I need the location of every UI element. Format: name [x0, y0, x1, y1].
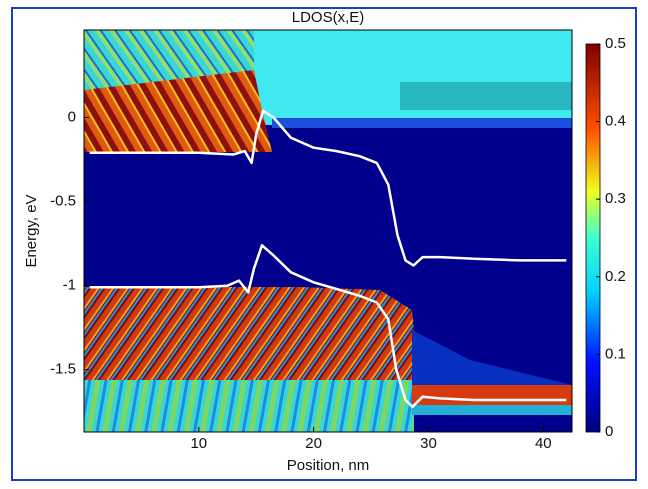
y-axis-label: Energy, eV [23, 194, 40, 267]
frame [11, 7, 637, 481]
x-tick-label: 40 [535, 435, 552, 452]
colorbar-tick-label: 0.4 [605, 113, 626, 130]
y-tick-label: -1 [63, 277, 76, 294]
y-tick-label: -1.5 [50, 361, 76, 378]
chart-title: LDOS(x,E) [292, 9, 365, 26]
x-axis-label: Position, nm [287, 457, 370, 474]
colorbar-tick-label: 0 [605, 423, 613, 440]
colorbar-tick-label: 0.3 [605, 190, 626, 207]
y-tick-label: 0 [68, 108, 76, 125]
colorbar-tick-label: 0.2 [605, 268, 626, 285]
colorbar-tick-label: 0.5 [605, 35, 626, 52]
plot-border [83, 29, 573, 433]
x-tick-label: 20 [305, 435, 322, 452]
heatmap [84, 30, 572, 432]
colorbar [585, 43, 601, 433]
band-edge-line [89, 244, 567, 409]
x-tick-label: 30 [420, 435, 437, 452]
x-tick-label: 10 [190, 435, 207, 452]
colorbar-tick-label: 0.1 [605, 345, 626, 362]
band-edge-line [89, 109, 567, 267]
y-tick-label: -0.5 [50, 193, 76, 210]
